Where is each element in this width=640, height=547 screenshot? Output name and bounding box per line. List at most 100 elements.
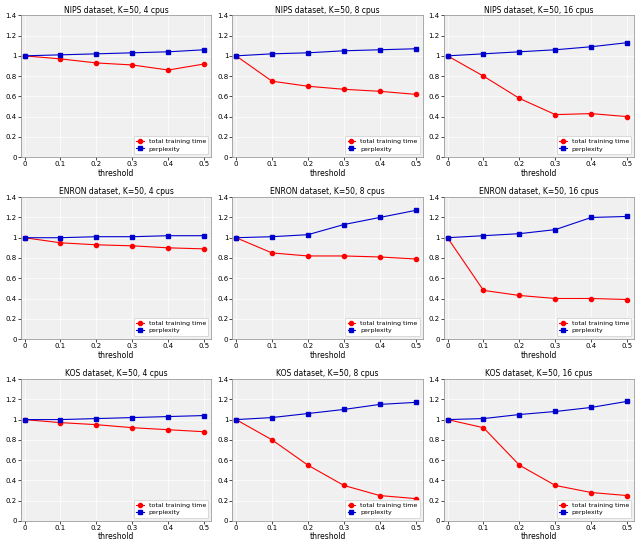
Title: KOS dataset, K=50, 16 cpus: KOS dataset, K=50, 16 cpus: [486, 369, 593, 379]
perplexity: [552, 46, 559, 53]
perplexity: [129, 50, 136, 56]
Title: KOS dataset, K=50, 8 cpus: KOS dataset, K=50, 8 cpus: [276, 369, 379, 379]
total training time: [516, 462, 524, 468]
perplexity: [340, 222, 348, 228]
total training time: [93, 421, 100, 428]
total training time: [623, 296, 631, 303]
Legend: total training time, perplexity: total training time, perplexity: [345, 318, 420, 336]
total training time: [129, 424, 136, 431]
perplexity: [232, 235, 240, 241]
Line: perplexity: perplexity: [445, 214, 630, 240]
total training time: [588, 489, 595, 496]
perplexity: [164, 232, 172, 239]
X-axis label: threshold: threshold: [521, 351, 557, 359]
perplexity: [412, 207, 420, 214]
X-axis label: threshold: threshold: [310, 168, 346, 178]
perplexity: [376, 214, 383, 221]
total training time: [20, 235, 28, 241]
total training time: [164, 427, 172, 433]
total training time: [268, 78, 276, 84]
perplexity: [552, 408, 559, 415]
perplexity: [479, 415, 487, 422]
Legend: total training time, perplexity: total training time, perplexity: [345, 500, 420, 518]
perplexity: [164, 414, 172, 420]
total training time: [340, 482, 348, 488]
total training time: [304, 253, 312, 259]
Legend: total training time, perplexity: total training time, perplexity: [557, 318, 631, 336]
X-axis label: threshold: threshold: [521, 532, 557, 542]
perplexity: [200, 412, 208, 419]
perplexity: [516, 411, 524, 418]
perplexity: [164, 49, 172, 55]
perplexity: [444, 53, 451, 59]
total training time: [479, 424, 487, 431]
total training time: [412, 91, 420, 97]
perplexity: [93, 234, 100, 240]
total training time: [200, 428, 208, 435]
Line: total training time: total training time: [445, 236, 629, 301]
Line: total training time: total training time: [445, 417, 629, 498]
Line: perplexity: perplexity: [445, 399, 630, 422]
perplexity: [588, 43, 595, 50]
perplexity: [20, 235, 28, 241]
total training time: [444, 235, 451, 241]
total training time: [57, 420, 65, 426]
total training time: [200, 246, 208, 252]
X-axis label: threshold: threshold: [98, 532, 134, 542]
total training time: [516, 95, 524, 102]
Line: total training time: total training time: [234, 236, 418, 261]
Legend: total training time, perplexity: total training time, perplexity: [134, 318, 208, 336]
total training time: [412, 496, 420, 502]
perplexity: [623, 398, 631, 405]
total training time: [552, 112, 559, 118]
total training time: [268, 249, 276, 256]
perplexity: [304, 50, 312, 56]
total training time: [552, 482, 559, 488]
total training time: [93, 60, 100, 66]
perplexity: [340, 406, 348, 413]
perplexity: [340, 48, 348, 54]
perplexity: [232, 53, 240, 59]
perplexity: [20, 53, 28, 59]
total training time: [376, 492, 383, 499]
Legend: total training time, perplexity: total training time, perplexity: [557, 136, 631, 154]
total training time: [516, 292, 524, 299]
total training time: [588, 295, 595, 302]
perplexity: [444, 416, 451, 423]
perplexity: [412, 45, 420, 52]
Line: total training time: total training time: [22, 236, 206, 251]
perplexity: [57, 416, 65, 423]
perplexity: [93, 415, 100, 422]
total training time: [376, 88, 383, 95]
total training time: [340, 253, 348, 259]
perplexity: [479, 232, 487, 239]
Line: total training time: total training time: [445, 54, 629, 119]
perplexity: [304, 231, 312, 238]
total training time: [304, 462, 312, 468]
Title: ENRON dataset, K=50, 16 cpus: ENRON dataset, K=50, 16 cpus: [479, 188, 599, 196]
Line: total training time: total training time: [22, 417, 206, 434]
X-axis label: threshold: threshold: [310, 351, 346, 359]
Line: perplexity: perplexity: [234, 400, 418, 422]
Line: perplexity: perplexity: [22, 48, 207, 59]
total training time: [412, 255, 420, 262]
total training time: [444, 53, 451, 59]
Line: total training time: total training time: [22, 54, 206, 72]
perplexity: [268, 414, 276, 421]
total training time: [232, 235, 240, 241]
perplexity: [268, 50, 276, 57]
total training time: [268, 437, 276, 443]
Title: NIPS dataset, K=50, 16 cpus: NIPS dataset, K=50, 16 cpus: [484, 5, 594, 15]
perplexity: [444, 235, 451, 241]
perplexity: [516, 49, 524, 55]
Legend: total training time, perplexity: total training time, perplexity: [134, 500, 208, 518]
total training time: [479, 73, 487, 79]
total training time: [340, 86, 348, 92]
total training time: [93, 242, 100, 248]
perplexity: [93, 50, 100, 57]
total training time: [232, 53, 240, 59]
X-axis label: threshold: threshold: [98, 168, 134, 178]
perplexity: [623, 39, 631, 46]
perplexity: [623, 213, 631, 220]
perplexity: [304, 410, 312, 417]
